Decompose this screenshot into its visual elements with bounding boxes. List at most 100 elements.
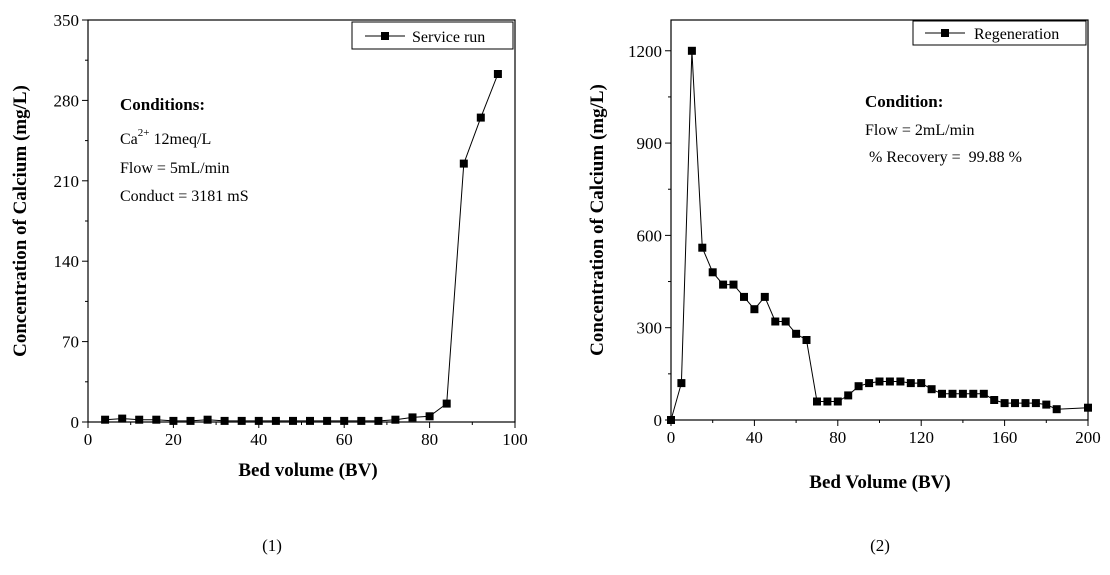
legend-marker [381, 32, 389, 40]
data-point [1042, 400, 1051, 409]
data-point [948, 389, 957, 398]
data-point [152, 415, 161, 424]
data-point [357, 416, 366, 425]
x-tick-label: 40 [250, 430, 267, 449]
data-point [677, 379, 686, 388]
chart-regeneration: 0 40 80 120 160 200 0 300 600 900 1200 Bed Volume… [587, 19, 1101, 555]
data-point [340, 416, 349, 425]
data-point [391, 415, 400, 424]
data-point [729, 280, 738, 289]
x-tick-label: 160 [992, 428, 1018, 447]
data-point [844, 391, 853, 400]
data-point [476, 113, 485, 122]
data-point [771, 317, 780, 326]
data-point [306, 416, 314, 425]
data-point [442, 399, 451, 408]
data-point [813, 397, 821, 406]
x-tick-label: 0 [84, 430, 93, 449]
data-point [927, 385, 936, 394]
data-point [792, 329, 801, 338]
x-axis-ticks: 0 20 40 60 80 100 [84, 422, 528, 449]
data-point [917, 379, 926, 388]
y-tick-label: 280 [54, 91, 80, 110]
data-point [1031, 399, 1040, 408]
data-point [750, 305, 759, 314]
data-point [374, 416, 383, 425]
y-axis-title: Concentration of Calcium (mg/L) [10, 85, 31, 357]
y-tick-label: 0 [71, 413, 80, 432]
data-point [1000, 399, 1009, 408]
data-point [271, 416, 280, 425]
data-point [289, 416, 297, 425]
chart-service-run: 0 20 40 60 80 100 0 70 140 210 280 350 Bed volume … [10, 11, 528, 555]
x-tick-label: 80 [829, 428, 846, 447]
data-point [237, 416, 246, 425]
data-point [135, 415, 144, 424]
x-axis-ticks: 0 40 80 120 160 200 [667, 420, 1101, 447]
x-tick-label: 120 [908, 428, 934, 447]
chart-caption: (2) [870, 536, 890, 555]
data-point [990, 396, 999, 404]
legend: Regeneration [912, 20, 1087, 46]
y-tick-label: 210 [54, 172, 80, 191]
condition-recovery: % Recovery = 99.88 % [865, 149, 1022, 166]
condition-flow: Flow = 5mL/min [120, 160, 229, 177]
data-point [169, 416, 178, 425]
data-point [698, 243, 707, 252]
series-line [105, 73, 499, 422]
data-point [802, 336, 811, 344]
data-point [708, 268, 717, 277]
data-point [760, 292, 769, 301]
condition-conduct: Conduct = 3181 mS [120, 188, 249, 205]
condition-annotation: Condition: Flow = 2mL/min % Recovery = 9… [865, 92, 1022, 166]
x-tick-label: 200 [1075, 428, 1101, 447]
data-point [203, 415, 212, 424]
data-point [459, 159, 468, 168]
data-point [408, 413, 417, 422]
x-tick-label: 40 [746, 428, 763, 447]
legend-label: Service run [412, 29, 485, 46]
data-point [220, 416, 229, 425]
data-point [854, 382, 863, 391]
data-point [101, 415, 110, 424]
y-axis-ticks: 0 300 600 900 1200 [628, 42, 671, 430]
legend: Service run [351, 21, 514, 50]
chart-caption: (1) [262, 536, 282, 555]
data-point [1052, 405, 1061, 414]
x-tick-label: 20 [165, 430, 182, 449]
data-point [969, 389, 978, 398]
data-point [823, 397, 832, 406]
data-point [896, 377, 905, 386]
data-point [186, 416, 195, 425]
y-tick-label: 350 [54, 11, 80, 30]
condition-heading: Condition: [865, 92, 943, 111]
legend-marker [941, 29, 949, 37]
y-tick-label: 600 [637, 226, 663, 245]
y-tick-label: 70 [62, 333, 79, 352]
x-axis-title: Bed volume (BV) [238, 460, 377, 481]
data-point [740, 292, 748, 301]
data-point [1084, 403, 1092, 412]
y-tick-label: 1200 [628, 42, 662, 61]
y-axis-ticks: 0 70 140 210 280 350 [54, 11, 88, 432]
data-point [667, 416, 675, 424]
data-point [719, 280, 728, 289]
data-point [687, 46, 696, 55]
data-point [938, 389, 946, 398]
y-tick-label: 300 [637, 319, 663, 338]
x-axis-title: Bed Volume (BV) [809, 472, 950, 493]
data-point [833, 397, 842, 406]
data-point [875, 377, 884, 386]
data-point [865, 379, 874, 388]
data-point [958, 389, 967, 398]
y-tick-label: 900 [637, 134, 663, 153]
calcium-value: 12meq/L [150, 131, 212, 148]
legend-label: Regeneration [974, 26, 1059, 43]
data-point [1011, 399, 1019, 408]
condition-calcium: Ca2+ 12meq/L [120, 127, 211, 148]
calcium-symbol: Ca [120, 131, 138, 148]
x-tick-label: 60 [336, 430, 353, 449]
data-point [906, 379, 915, 388]
plot-frame [670, 19, 1089, 421]
